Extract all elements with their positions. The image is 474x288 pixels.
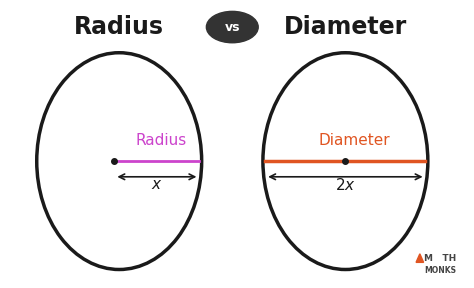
Text: Diameter: Diameter xyxy=(319,133,391,148)
Circle shape xyxy=(206,11,258,43)
Text: Diameter: Diameter xyxy=(284,15,407,39)
Text: Radius: Radius xyxy=(136,133,187,148)
Text: vs: vs xyxy=(225,20,240,34)
Text: M   TH: M TH xyxy=(424,254,456,263)
Polygon shape xyxy=(416,254,424,262)
Text: $2x$: $2x$ xyxy=(335,177,356,193)
Text: MONKS: MONKS xyxy=(424,266,456,275)
Ellipse shape xyxy=(36,53,201,270)
Ellipse shape xyxy=(263,53,428,270)
Text: Radius: Radius xyxy=(74,15,164,39)
Text: $x$: $x$ xyxy=(151,177,163,192)
